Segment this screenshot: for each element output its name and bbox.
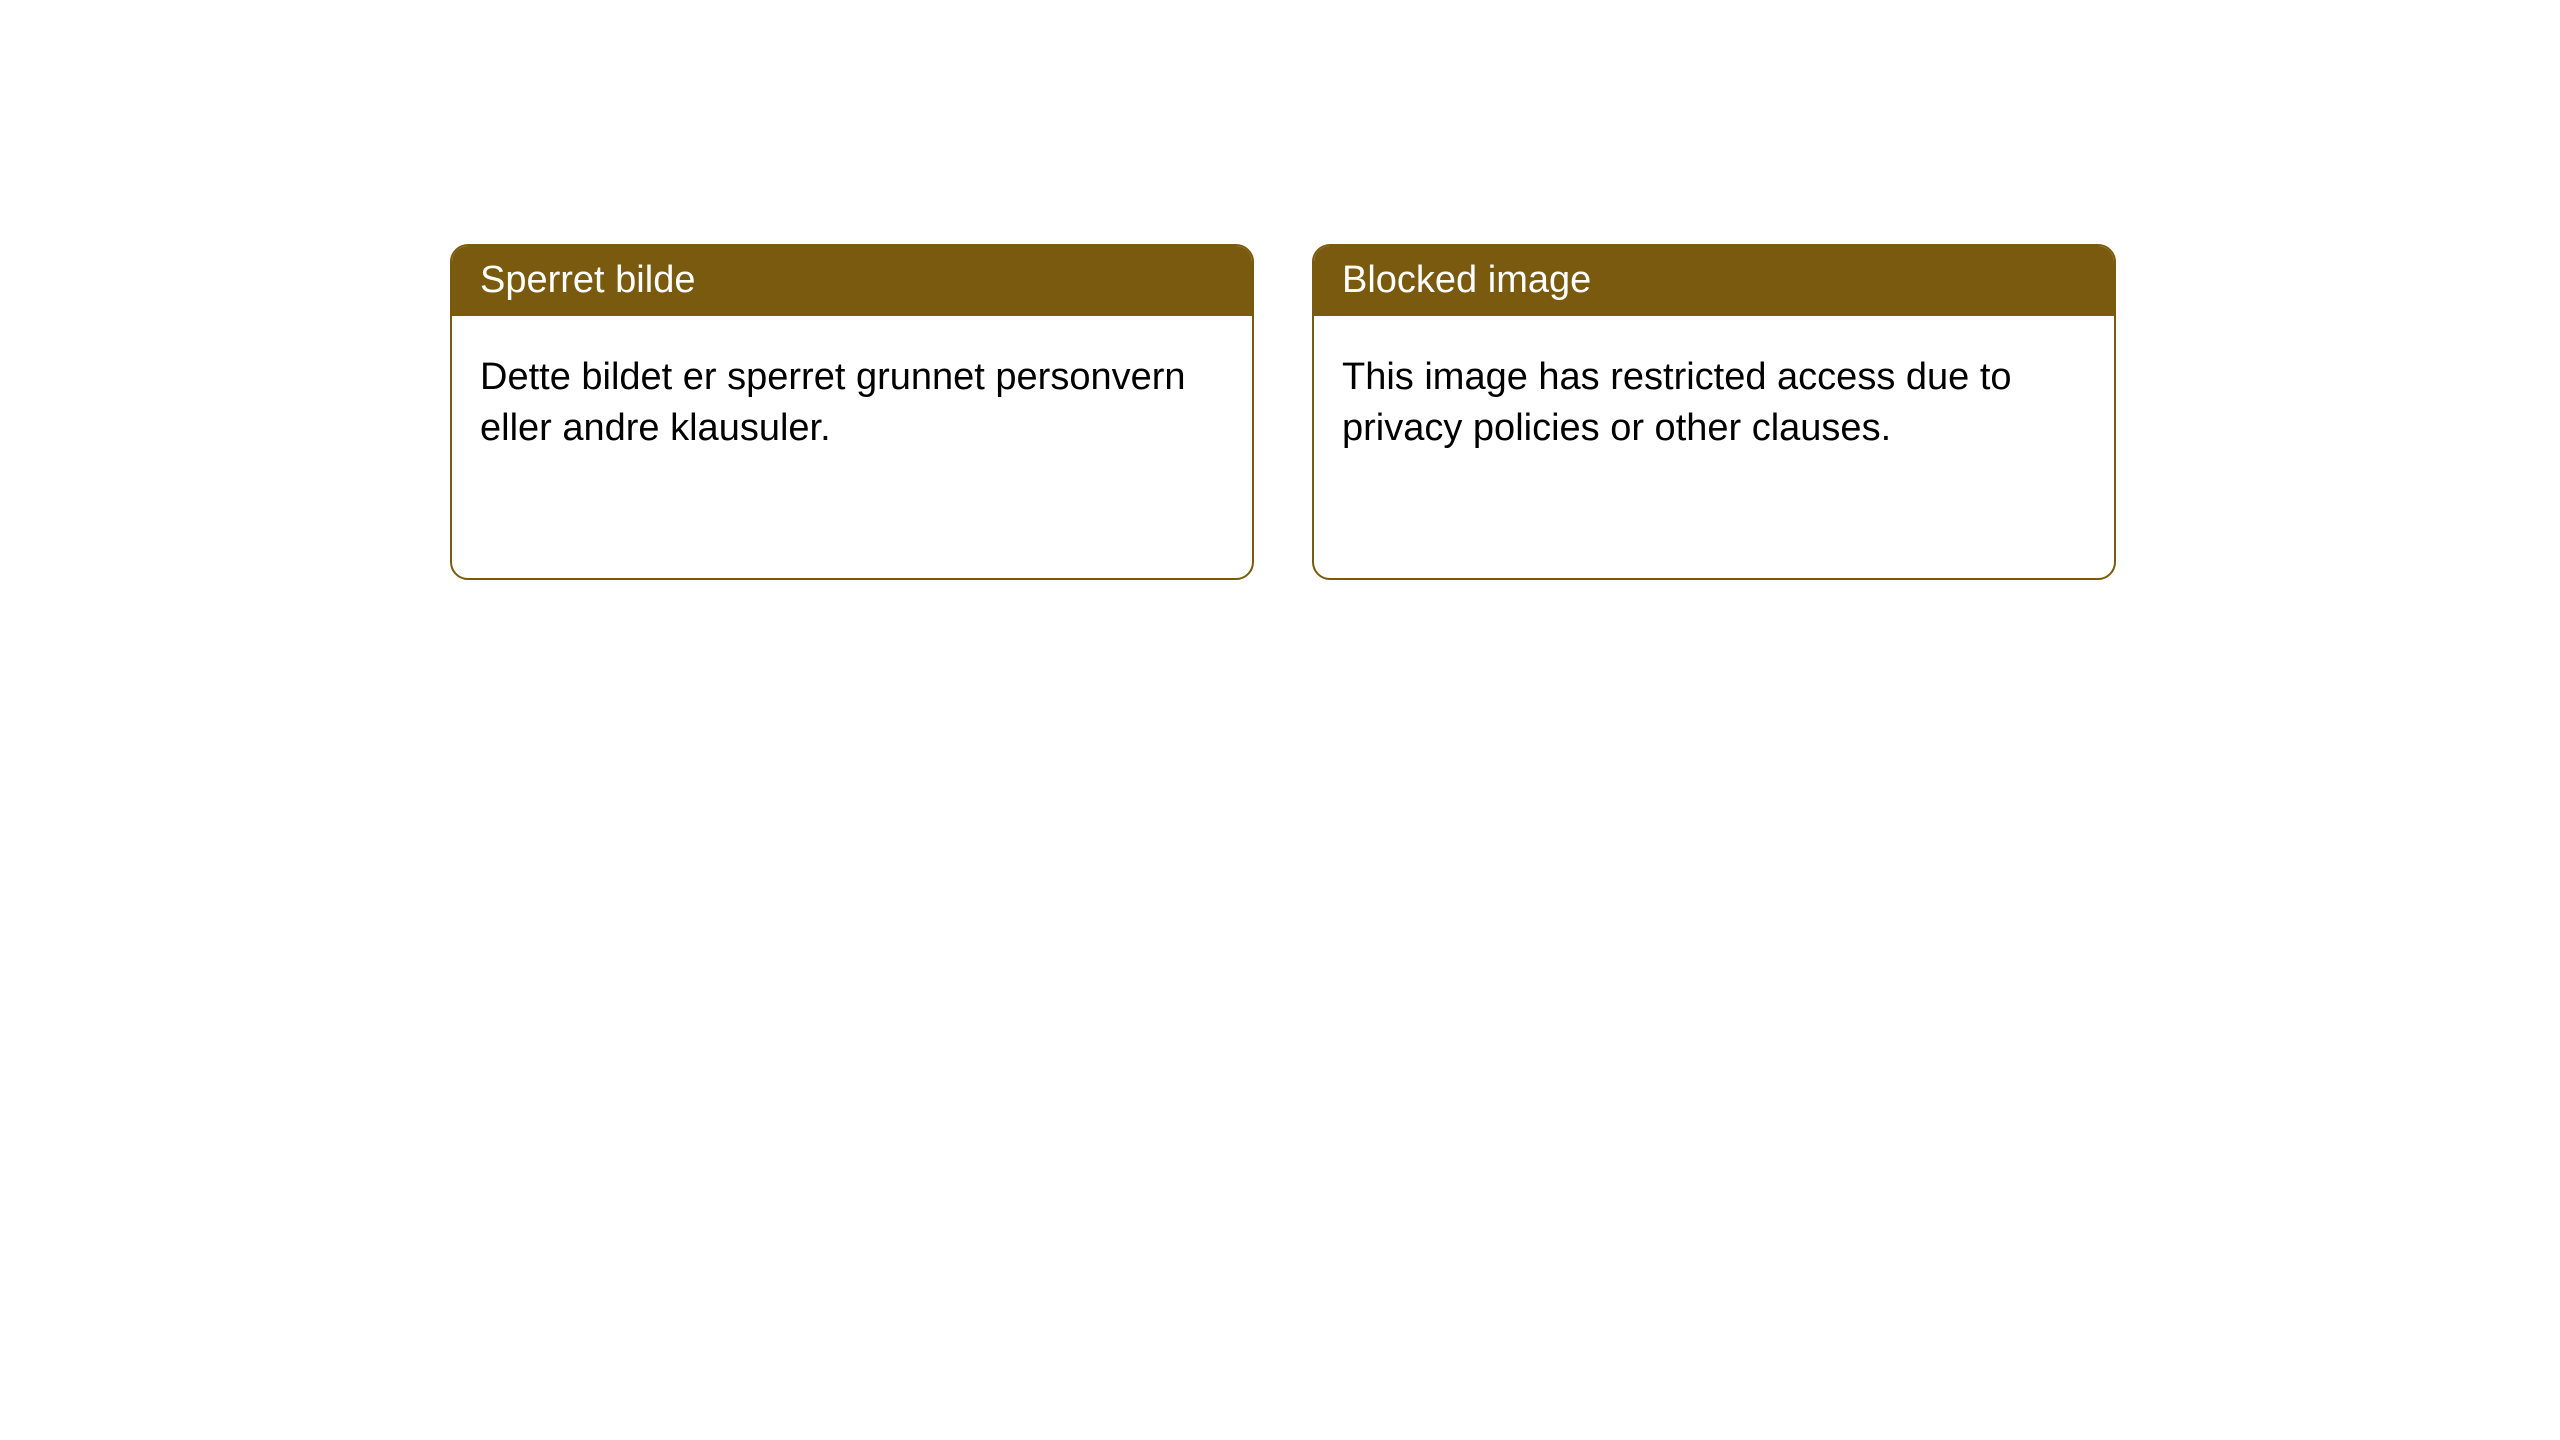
notice-card-norwegian: Sperret bilde Dette bildet er sperret gr… bbox=[450, 244, 1254, 580]
notice-header: Sperret bilde bbox=[452, 246, 1252, 316]
notice-message: Dette bildet er sperret grunnet personve… bbox=[480, 356, 1186, 449]
notice-card-english: Blocked image This image has restricted … bbox=[1312, 244, 2116, 580]
notice-title: Blocked image bbox=[1342, 259, 1591, 301]
notice-body: Dette bildet er sperret grunnet personve… bbox=[452, 316, 1252, 491]
notice-body: This image has restricted access due to … bbox=[1314, 316, 2114, 491]
notice-container: Sperret bilde Dette bildet er sperret gr… bbox=[0, 0, 2560, 580]
notice-title: Sperret bilde bbox=[480, 259, 695, 301]
notice-header: Blocked image bbox=[1314, 246, 2114, 316]
notice-message: This image has restricted access due to … bbox=[1342, 356, 2012, 449]
